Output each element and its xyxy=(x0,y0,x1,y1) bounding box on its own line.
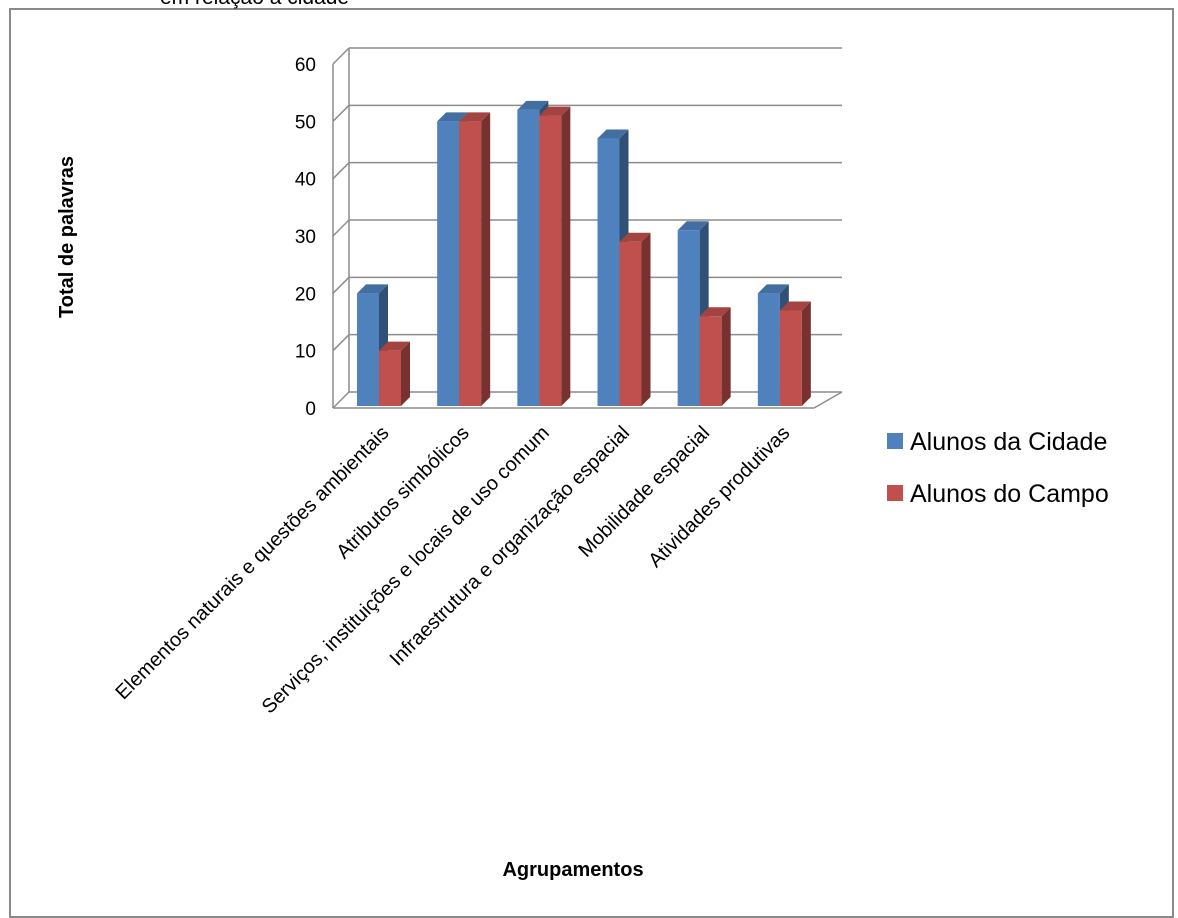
x-tick-labels: Elementos naturais e questões ambientais… xyxy=(111,422,794,718)
bar xyxy=(379,341,410,406)
bar-top xyxy=(459,112,491,122)
bar-front xyxy=(437,121,460,406)
y-tick-label: 0 xyxy=(305,399,316,420)
y-tick-label: 20 xyxy=(295,284,316,305)
bar-front xyxy=(517,109,540,406)
bar-top xyxy=(699,307,731,317)
legend-swatch xyxy=(887,485,903,501)
bar-side xyxy=(721,307,731,406)
y-tick-label: 30 xyxy=(295,227,316,248)
bar-front xyxy=(619,241,642,406)
gridline-wall xyxy=(332,334,350,352)
bar-front xyxy=(539,115,562,406)
legend: Alunos da Cidade Alunos do Campo xyxy=(887,428,1109,508)
x-tick-label: Serviços, instituições e locais de uso c… xyxy=(258,422,554,718)
bar-side xyxy=(641,232,651,406)
y-tick-label: 50 xyxy=(295,112,316,133)
y-axis-title: Total de palavras xyxy=(56,156,78,318)
bar xyxy=(357,284,388,406)
y-tick-labels: 0 10 20 30 40 50 60 xyxy=(295,55,316,420)
bar-side xyxy=(801,301,811,406)
bar xyxy=(539,106,571,406)
gridline-wall xyxy=(332,104,350,122)
bar-top xyxy=(379,341,410,351)
legend-label: Alunos da Cidade xyxy=(910,428,1107,456)
gridline-wall xyxy=(332,47,350,65)
y-tick-label: 60 xyxy=(295,55,316,76)
x-tick-label: Atividades produtivas xyxy=(644,422,794,572)
bar-side xyxy=(401,341,410,406)
bar xyxy=(619,232,651,406)
bar-front xyxy=(379,350,401,406)
bar-front xyxy=(459,121,482,406)
bar-side xyxy=(561,106,571,406)
gridline-wall xyxy=(332,276,350,294)
bar-top xyxy=(597,129,629,139)
y-tick-label: 40 xyxy=(295,170,316,191)
bar-top xyxy=(517,100,549,110)
bar-front xyxy=(357,293,379,406)
legend-label: Alunos do Campo xyxy=(910,480,1109,508)
bar xyxy=(459,112,491,406)
y-tick-label: 10 xyxy=(295,342,316,363)
bar-front xyxy=(597,138,620,407)
bar-front xyxy=(677,230,700,406)
bar xyxy=(779,301,811,406)
x-tick-label: Atributos simbólicos xyxy=(332,422,473,563)
bar-top xyxy=(677,221,709,231)
bar-top xyxy=(539,106,571,116)
floor-right xyxy=(813,391,843,409)
gridline-wall xyxy=(332,162,350,180)
bar-side xyxy=(481,112,491,406)
bar-top xyxy=(357,284,388,294)
bar-top xyxy=(437,112,469,122)
bar-front xyxy=(779,310,802,406)
chart-title: em relação à cidade xyxy=(160,0,349,10)
bar-top xyxy=(779,301,811,311)
bar-front xyxy=(699,316,722,406)
bar-front xyxy=(757,293,780,406)
bars xyxy=(357,100,811,407)
gridline-wall xyxy=(332,391,350,409)
x-tick-label: Elementos naturais e questões ambientais xyxy=(111,422,393,704)
legend-swatch xyxy=(887,433,903,449)
bar-top xyxy=(757,284,789,294)
bar-top xyxy=(619,232,651,242)
chart-frame xyxy=(9,8,1174,918)
bar xyxy=(699,307,731,406)
x-axis-title: Agrupamentos xyxy=(502,859,643,881)
gridline-wall xyxy=(332,219,350,237)
x-tick-label: Mobilidade espacial xyxy=(574,422,714,562)
